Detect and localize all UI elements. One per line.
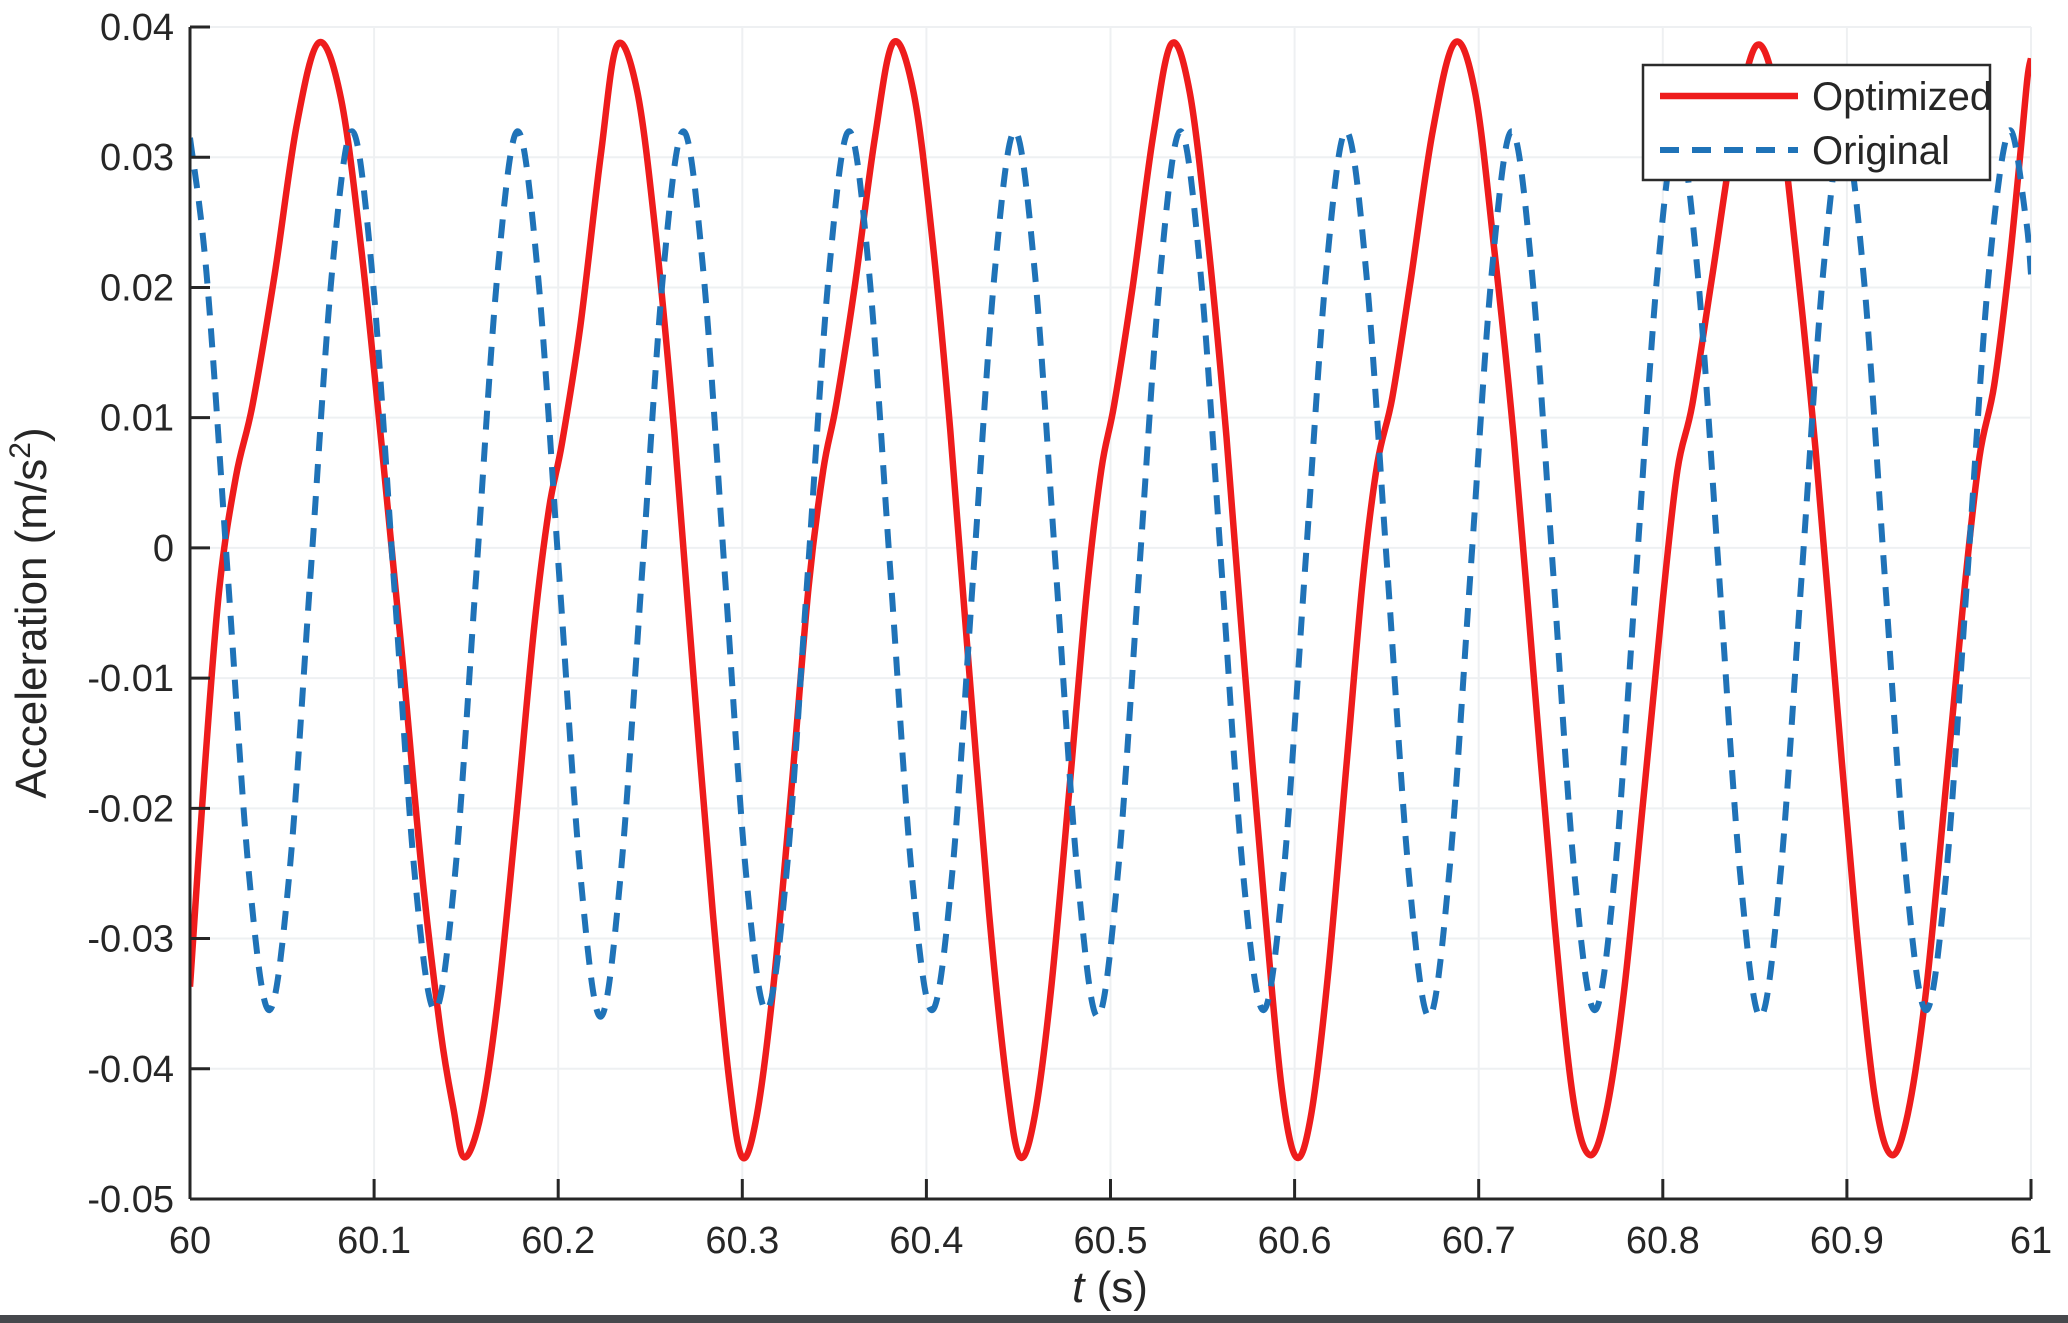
series-line-original [190, 127, 2031, 1020]
legend-box [1641, 63, 1992, 182]
y-tick-label: 0.03 [100, 137, 174, 179]
y-tick-label: 0.02 [100, 267, 174, 309]
x-tick-label: 60.3 [705, 1220, 779, 1262]
x-axis-label: t (s) [1072, 1263, 1148, 1312]
x-tick-label: 60.8 [1626, 1220, 1700, 1262]
x-tick-label: 60.4 [889, 1220, 963, 1262]
legend-label-optimized: Optimized [1812, 75, 1992, 119]
window-edge-strip [0, 1315, 2068, 1323]
x-tick-label: 60.9 [1810, 1220, 1884, 1262]
y-tick-label: 0 [153, 528, 174, 570]
x-tick-label: 60.1 [337, 1220, 411, 1262]
grid-lines [189, 26, 2032, 1200]
y-tick-label: 0.04 [100, 7, 174, 49]
x-tick-label: 60.6 [1258, 1220, 1332, 1262]
y-tick-label: -0.03 [87, 919, 174, 961]
y-tick-label: 0.01 [100, 398, 174, 440]
x-tick-label: 60.5 [1074, 1220, 1148, 1262]
y-tick-label: -0.02 [87, 788, 174, 830]
tick-labels: 60 60.1 60.2 60.3 60.4 60.5 60.6 60.7 60.8 60.9 61… [87, 7, 2052, 1262]
legend-label-original: Original [1812, 129, 1950, 173]
y-axis-label: Acceleration (m/s2) [4, 427, 56, 798]
y-tick-label: -0.01 [87, 658, 174, 700]
x-tick-label: 60.7 [1442, 1220, 1516, 1262]
y-tick-label: -0.04 [87, 1049, 174, 1091]
legend: Optimized Original [1641, 63, 1992, 182]
x-tick-label: 61 [2010, 1220, 2052, 1262]
x-tick-label: 60.2 [521, 1220, 595, 1262]
x-tick-label: 60 [169, 1220, 211, 1262]
y-tick-label: -0.05 [87, 1179, 174, 1221]
axes [188, 25, 2033, 1201]
